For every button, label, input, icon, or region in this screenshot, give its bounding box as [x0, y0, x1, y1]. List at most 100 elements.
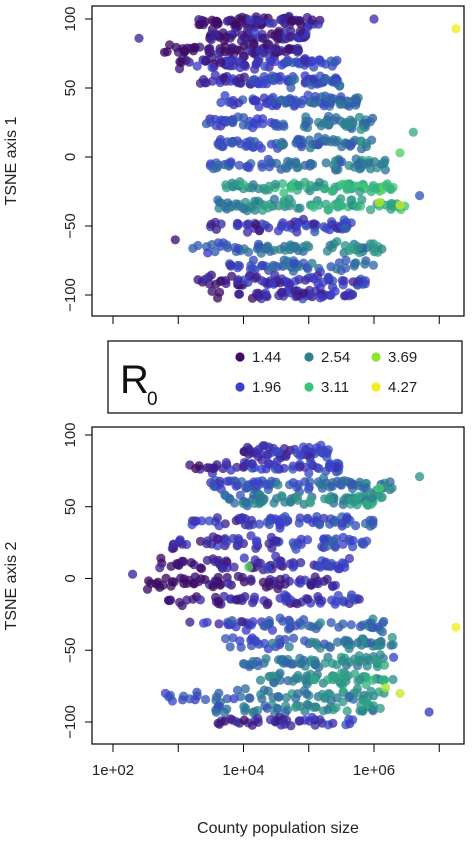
data-point	[289, 258, 299, 269]
data-point	[300, 275, 310, 285]
data-point	[378, 158, 388, 168]
data-point	[254, 444, 264, 454]
data-point	[315, 71, 325, 81]
data-point	[360, 259, 370, 269]
data-point	[327, 243, 337, 253]
data-point	[451, 24, 461, 34]
data-point	[267, 71, 277, 81]
data-point	[297, 142, 307, 152]
data-point	[352, 688, 362, 698]
data-point	[269, 498, 279, 508]
data-point	[368, 180, 378, 191]
data-point	[164, 692, 174, 702]
y-tick-label: 100	[62, 422, 79, 447]
data-point	[320, 658, 330, 668]
data-point	[247, 720, 257, 730]
data-point	[354, 481, 364, 491]
data-point	[327, 481, 337, 491]
data-point	[246, 447, 256, 457]
data-point	[211, 29, 221, 39]
data-point	[201, 78, 211, 88]
data-point	[242, 227, 253, 237]
data-point	[361, 652, 372, 663]
data-point	[275, 668, 285, 678]
data-point	[165, 40, 175, 50]
data-point	[353, 242, 363, 252]
data-point	[290, 286, 300, 296]
data-point	[254, 239, 264, 249]
data-point	[346, 242, 356, 253]
data-point	[246, 515, 256, 525]
data-point	[264, 181, 274, 191]
data-point	[284, 201, 295, 211]
data-point	[282, 658, 292, 668]
data-point	[320, 184, 330, 194]
data-point	[284, 576, 294, 586]
y-axis-bottom: 100 50 0 −50 −100	[62, 422, 92, 739]
data-point	[228, 633, 238, 643]
data-point	[193, 240, 203, 251]
data-point	[388, 640, 398, 650]
data-point	[348, 119, 358, 129]
data-point	[221, 634, 231, 644]
data-point	[274, 634, 284, 644]
data-point	[203, 536, 213, 546]
data-point	[216, 58, 226, 68]
legend-swatch	[371, 382, 381, 392]
data-point	[142, 584, 153, 594]
legend-box	[107, 340, 463, 414]
data-point	[242, 161, 253, 171]
data-point	[239, 180, 249, 190]
data-point	[333, 637, 343, 647]
data-point	[304, 442, 314, 453]
data-point	[361, 679, 371, 690]
legend-label: 2.54	[321, 349, 350, 366]
data-point	[177, 695, 188, 705]
data-point	[301, 112, 311, 122]
data-point	[322, 541, 332, 551]
data-point	[307, 15, 317, 25]
data-point	[295, 26, 305, 36]
data-point	[346, 620, 356, 630]
data-point	[256, 689, 266, 700]
data-point	[330, 541, 340, 551]
data-point	[196, 563, 207, 574]
data-point	[208, 582, 218, 592]
data-point	[344, 553, 354, 564]
data-point	[279, 463, 289, 473]
data-point	[295, 203, 305, 213]
data-point	[210, 247, 220, 257]
data-point	[349, 654, 359, 664]
data-point	[313, 140, 323, 150]
data-point	[211, 592, 221, 603]
data-point	[229, 562, 239, 572]
data-point	[223, 198, 233, 208]
data-point	[277, 179, 287, 189]
data-point	[353, 160, 363, 170]
data-point	[291, 158, 301, 168]
data-point	[309, 202, 319, 212]
data-point	[264, 442, 274, 452]
data-point	[259, 72, 269, 82]
data-point	[309, 274, 319, 284]
data-point	[225, 714, 236, 724]
data-point	[304, 716, 315, 726]
x-tick-label: 1e+06	[353, 762, 395, 779]
x-tick-label: 1e+04	[222, 762, 264, 779]
data-point	[184, 57, 194, 67]
data-point	[254, 102, 264, 112]
y-tick-label: 0	[62, 574, 79, 582]
data-point	[239, 553, 249, 563]
data-point	[302, 689, 312, 699]
data-point	[285, 497, 295, 507]
data-point	[296, 534, 306, 544]
data-point	[226, 158, 236, 168]
data-point	[253, 558, 263, 568]
data-point	[346, 480, 356, 490]
data-point	[415, 191, 425, 201]
data-point	[275, 574, 285, 584]
data-point	[339, 291, 350, 301]
data-point	[254, 79, 264, 89]
data-point	[389, 652, 399, 663]
data-point	[344, 160, 354, 171]
